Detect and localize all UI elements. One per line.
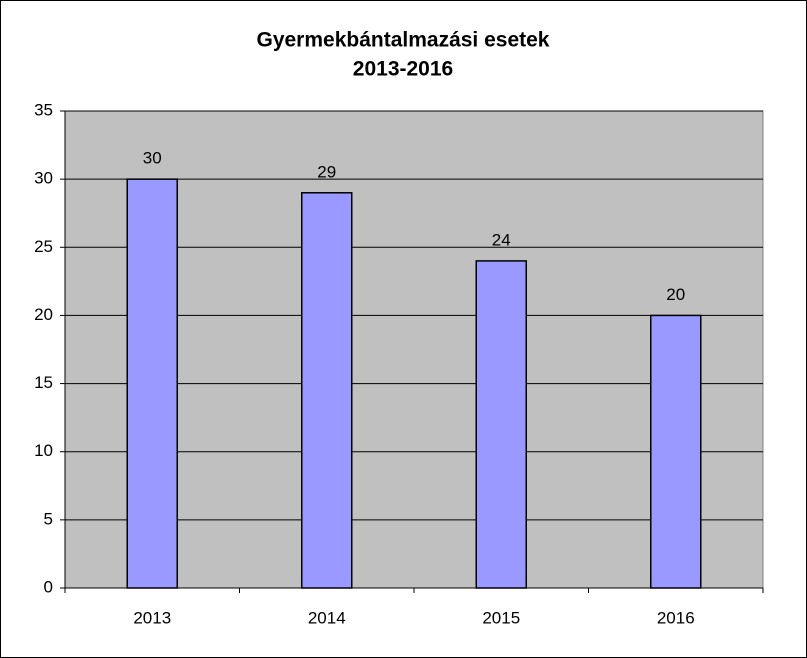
y-tick-label: 20 [34,305,53,324]
y-tick-label: 10 [34,441,53,460]
bar [475,260,527,589]
y-tick-label: 5 [44,509,53,528]
data-label: 20 [666,285,685,304]
y-tick-label: 35 [34,100,53,119]
y-tick-label: 0 [44,577,53,596]
data-label: 29 [317,162,336,181]
x-tick-label: 2014 [308,608,346,627]
chart-subtitle: 2013-2016 [353,58,453,81]
x-tick-label: 2015 [482,608,520,627]
bar [301,192,353,589]
bar [126,178,178,589]
y-tick-label: 30 [34,169,53,188]
x-tick-label: 2016 [657,608,695,627]
plot-area [64,110,764,589]
chart-title: Gyermekbántalmazási esetek [256,29,549,52]
bar [650,314,702,589]
data-label: 24 [492,230,511,249]
y-tick-label: 25 [34,237,53,256]
x-tick-label: 2013 [133,608,171,627]
data-label: 30 [143,149,162,168]
y-tick-label: 15 [34,373,53,392]
